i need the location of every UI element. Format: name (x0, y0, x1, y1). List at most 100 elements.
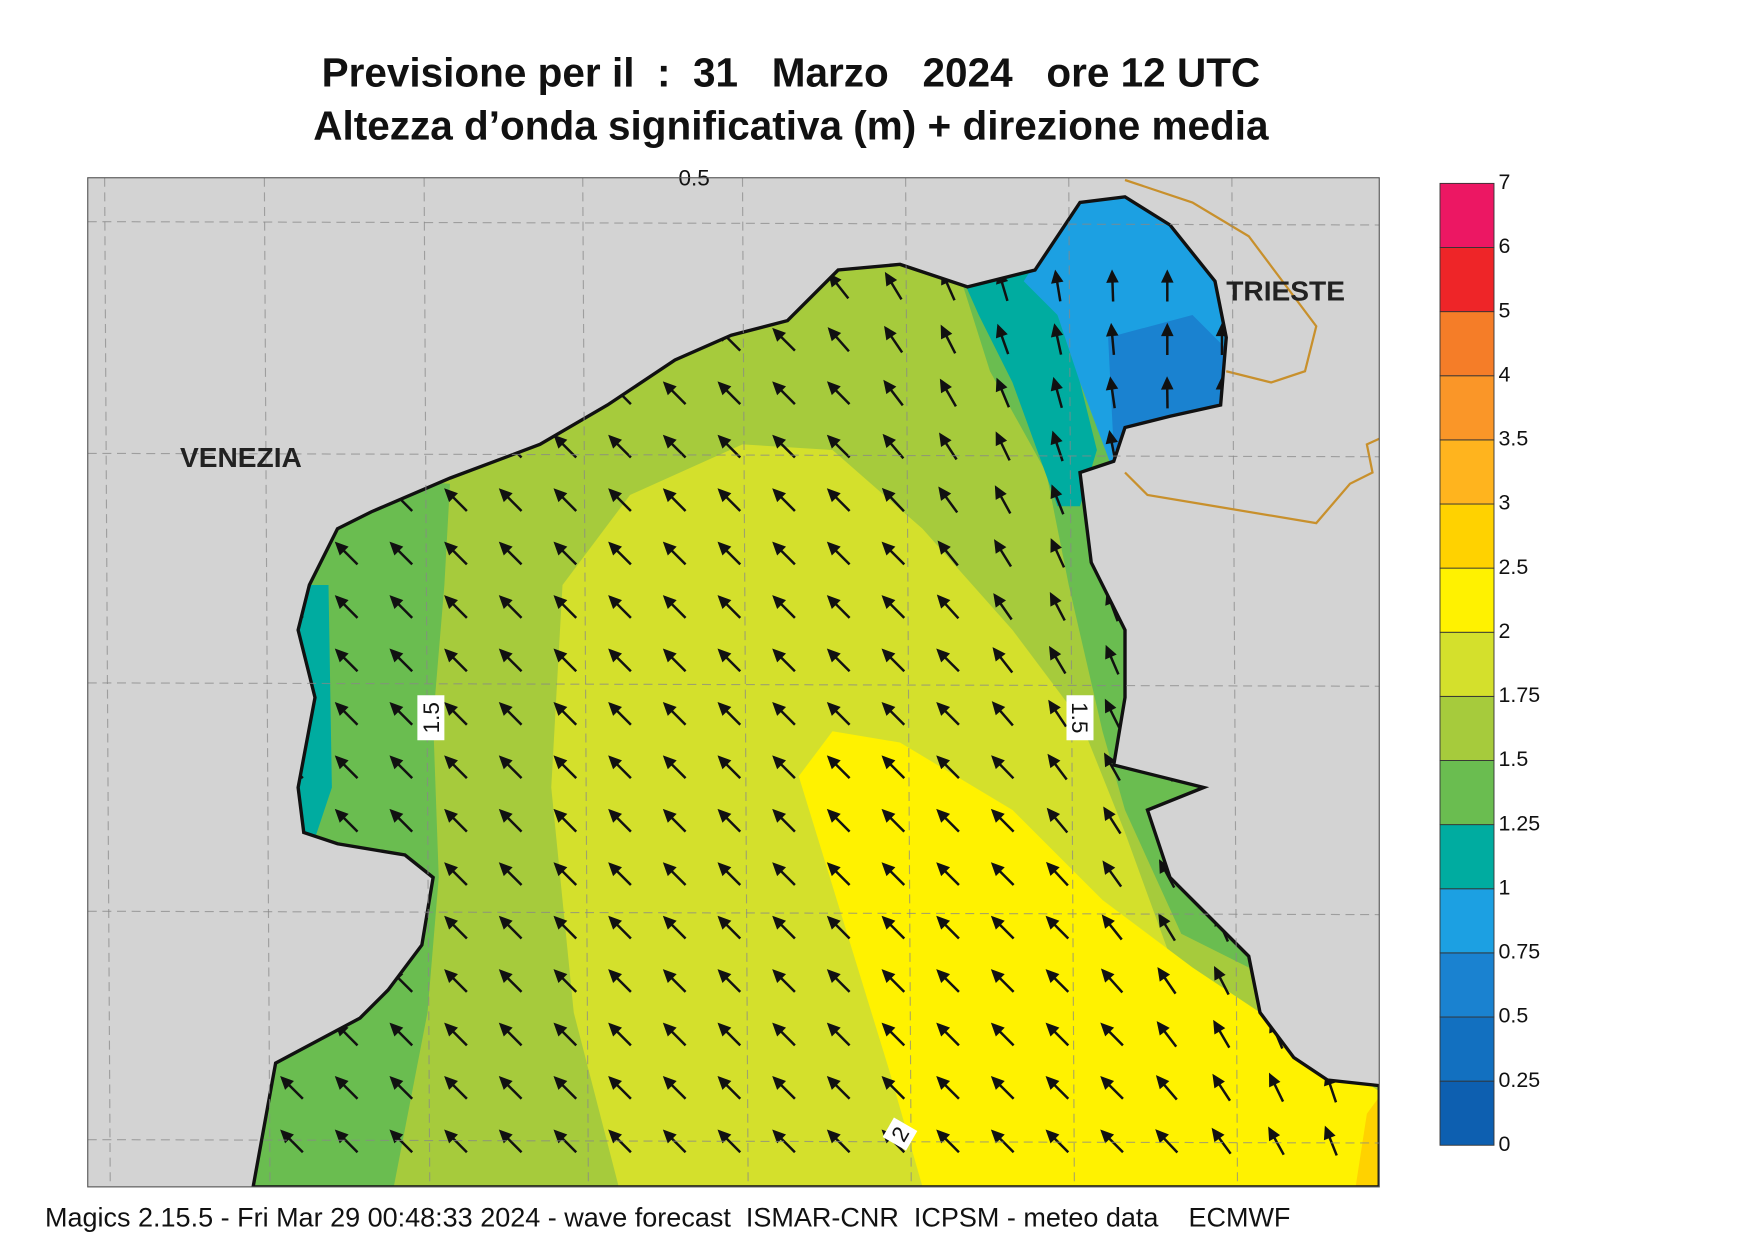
arrow-head (553, 488, 568, 503)
colorbar-label: 7 (1499, 170, 1511, 194)
colorbar-band (1439, 503, 1495, 569)
arrow (334, 541, 359, 566)
colorbar-band (1439, 182, 1495, 248)
arrow (444, 1076, 468, 1100)
arrow (334, 1129, 359, 1154)
colorbar-band (1439, 375, 1495, 441)
arrow (1101, 914, 1123, 941)
arrow (1213, 1019, 1231, 1049)
arrow-head (389, 755, 404, 770)
arrow-head (717, 915, 732, 930)
arrow-head (826, 434, 841, 449)
arrow (881, 915, 906, 940)
arrow-head (444, 1076, 458, 1090)
arrow-head (1323, 1125, 1336, 1141)
arrow (498, 1022, 523, 1047)
arrow (717, 808, 742, 833)
arrow (662, 1129, 687, 1154)
arrow (1051, 269, 1064, 302)
arrow (553, 1129, 578, 1154)
arrow-head (1157, 967, 1171, 982)
arrow (1160, 376, 1174, 409)
arrow (772, 862, 796, 886)
colorbar-band (1439, 1080, 1495, 1146)
arrow (498, 969, 523, 993)
arrow (937, 540, 959, 567)
colorbar-band (1439, 311, 1495, 377)
arrow (553, 595, 578, 619)
arrow (884, 325, 904, 354)
arrow-head (280, 1129, 294, 1144)
arrow-head (389, 808, 404, 823)
arrow (498, 755, 523, 780)
arrow-head (1156, 1021, 1170, 1036)
arrow-head (662, 701, 677, 716)
colorbar-band (1439, 631, 1495, 697)
arrow-head (1050, 538, 1062, 553)
arrow (936, 969, 960, 993)
arrow-head (938, 486, 952, 501)
arrow (1161, 269, 1174, 302)
arrow (772, 327, 796, 352)
arrow-head (1045, 915, 1060, 930)
arrow (334, 808, 359, 833)
arrow (444, 1129, 468, 1154)
arrow-head (334, 595, 349, 609)
arrow-head (498, 1129, 513, 1144)
arrow (389, 755, 414, 780)
arrow-head (334, 1076, 349, 1090)
arrow-head (1104, 698, 1117, 714)
arrow (662, 862, 687, 886)
arrow (881, 1022, 906, 1047)
contour-label: 1.5 (419, 702, 444, 733)
colorbar-label: 5 (1499, 298, 1511, 322)
arrow-head (884, 325, 897, 341)
arrow-head (881, 862, 896, 877)
arrow (553, 862, 578, 886)
arrow-head (936, 1129, 951, 1144)
arrow (608, 488, 632, 512)
colorbar-label: 0.5 (1499, 1004, 1529, 1028)
arrow-head (444, 1129, 458, 1144)
arrow-head (389, 541, 404, 556)
colorbar-band (1439, 695, 1495, 761)
arrow (662, 808, 687, 833)
arrow (881, 595, 906, 619)
arrow-head (717, 434, 732, 449)
arrow-head (1100, 968, 1115, 983)
graticule-line (423, 177, 431, 1187)
arrow-head (826, 755, 841, 770)
arrow-head (608, 808, 622, 823)
arrow (1106, 269, 1119, 302)
arrow (881, 541, 906, 566)
arrow (936, 1129, 960, 1154)
arrow (1049, 591, 1066, 622)
arrow-head (498, 541, 513, 556)
arrow-head (772, 755, 787, 770)
arrow (826, 434, 851, 459)
arrow-head (1050, 484, 1063, 499)
arrow (717, 1129, 742, 1154)
arrow (444, 969, 468, 993)
graticule-line (104, 177, 111, 1187)
arrow (936, 648, 960, 673)
arrow (995, 377, 1011, 408)
arrow (772, 488, 796, 512)
arrow (1102, 860, 1123, 888)
arrow (608, 1076, 632, 1100)
arrow (772, 1022, 796, 1047)
contour-label-group: 1.5 (1066, 695, 1094, 741)
arrow (553, 541, 578, 566)
arrow (990, 862, 1015, 886)
border (1124, 437, 1380, 525)
arrow-head (826, 648, 841, 663)
arrow-head (662, 434, 677, 449)
arrow (662, 595, 687, 619)
arrow (1046, 861, 1069, 887)
arrow (662, 541, 687, 566)
arrow-head (1102, 860, 1116, 875)
band-2 (798, 731, 1380, 1187)
graticule-line (87, 1139, 1380, 1144)
arrow (994, 539, 1013, 568)
arrow (936, 594, 960, 620)
